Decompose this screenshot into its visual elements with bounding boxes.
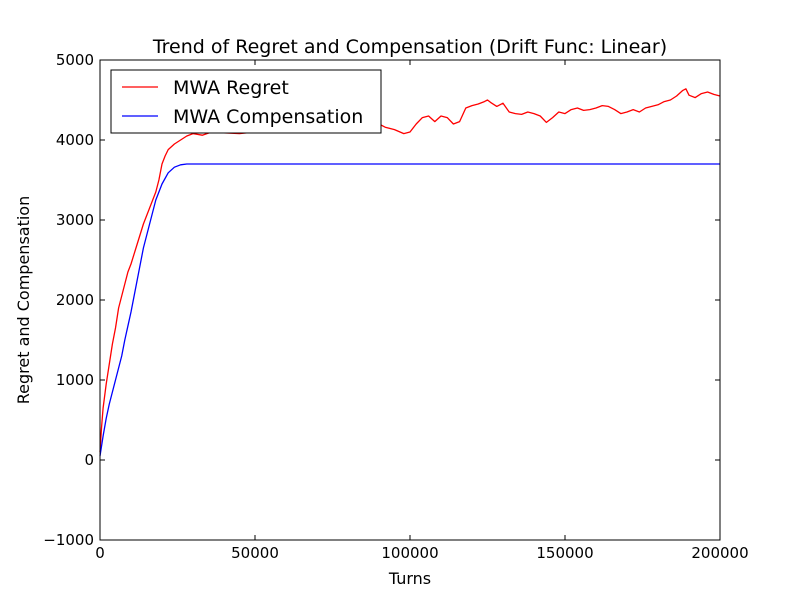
- legend-label-mwa-compensation: MWA Compensation: [173, 106, 363, 128]
- chart-title: Trend of Regret and Compensation (Drift …: [152, 36, 667, 58]
- legend-label-mwa-regret: MWA Regret: [173, 77, 289, 99]
- x-axis-title: Turns: [388, 569, 431, 588]
- series-layer: [99, 88, 721, 457]
- y-tick-label: 4000: [56, 131, 94, 149]
- y-tick-label: −1000: [43, 531, 94, 549]
- legend: MWA Regret MWA Compensation: [110, 69, 382, 134]
- series-line-mwa-compensation: [99, 163, 720, 457]
- legend-box: [110, 69, 382, 134]
- x-tick-label: 100000: [381, 544, 438, 562]
- y-tick-label: 2000: [56, 291, 94, 309]
- ticks-layer: 0 50000 100000 150000 200000−100001000200030…: [43, 51, 748, 562]
- y-tick-label: 3000: [56, 211, 94, 229]
- x-tick-label: 150000: [536, 544, 593, 562]
- y-axis-title: Regret and Compensation: [14, 196, 33, 405]
- x-tick-label: 0: [95, 544, 105, 562]
- y-tick-label: 5000: [56, 51, 94, 69]
- x-tick-label: 50000: [231, 544, 279, 562]
- y-tick-label: 1000: [56, 371, 94, 389]
- series-line-mwa-regret: [99, 88, 721, 453]
- y-tick-label: 0: [84, 451, 94, 469]
- x-tick-label: 200000: [691, 544, 748, 562]
